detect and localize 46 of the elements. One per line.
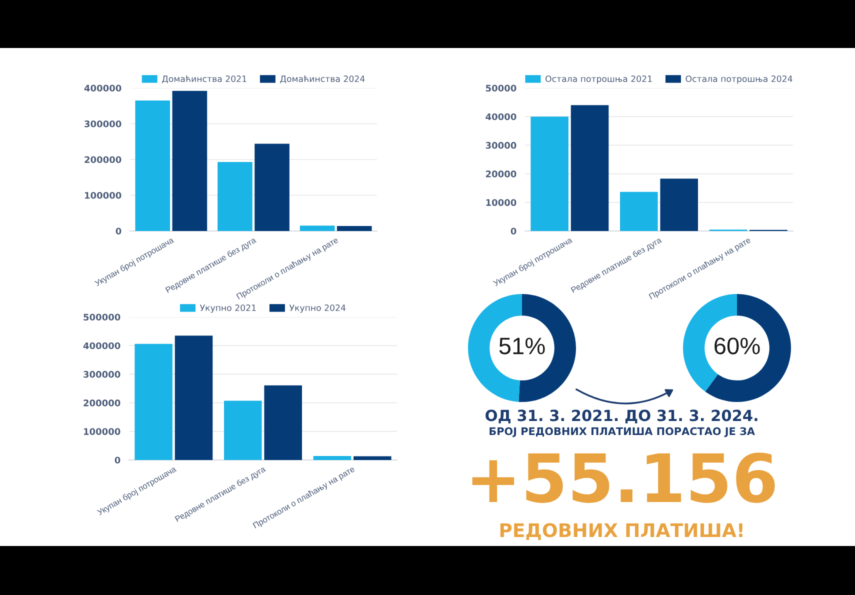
y-tick-label: 20000 [486, 170, 516, 178]
y-tick-label: 100000 [84, 428, 120, 435]
y-tick-label: 300000 [84, 120, 122, 128]
legend-label: Домаћинства 2021 [162, 75, 246, 84]
bar [254, 144, 290, 231]
bar [174, 336, 213, 460]
bar [224, 400, 262, 460]
data-label: 60% [714, 338, 760, 354]
bar [530, 116, 568, 231]
y-tick-label: 300000 [84, 370, 120, 378]
text: РЕДОВНИХ ПЛАТИША! [500, 523, 742, 540]
y-tick-label: 500000 [84, 314, 120, 321]
bar [135, 100, 170, 231]
legend-label: Укупно 2024 [289, 304, 346, 313]
bar [264, 385, 302, 460]
legend-label: Домаћинства 2024 [280, 75, 365, 84]
y-tick-label: 200000 [84, 400, 120, 406]
bar [313, 456, 352, 460]
legend-label: Укупно 2021 [200, 304, 256, 313]
data-label: 51% [499, 338, 545, 354]
y-tick-label: 400000 [83, 342, 120, 350]
bar [620, 192, 658, 231]
legend-label: Остала потрошња 2024 [686, 76, 792, 84]
y-tick-label: 400000 [84, 84, 122, 92]
text: +55.156 [472, 452, 775, 503]
bar [172, 90, 208, 231]
bar [300, 226, 335, 231]
text: БРОЈ РЕДОВНИХ ПЛАТИША ПОРАСТАО ЈЕ ЗА [490, 427, 755, 438]
y-tick-label: 40000 [486, 113, 516, 120]
y-tick-label: 30000 [486, 142, 516, 149]
bar [570, 105, 609, 231]
y-tick-label: 0 [116, 228, 122, 235]
y-tick-label: 10000 [486, 199, 516, 206]
bar [218, 162, 252, 231]
bar [336, 226, 372, 231]
text: ОД 31. 3. 2021. ДО 31. 3. 2024. [486, 410, 758, 424]
y-tick-label: 200000 [84, 156, 122, 164]
bar [660, 178, 698, 231]
y-tick-label: 0 [114, 456, 120, 464]
legend-label: Остала потрошња 2021 [546, 76, 652, 84]
bar [134, 344, 172, 460]
y-tick-label: 0 [510, 228, 516, 235]
donut-slice [705, 294, 791, 402]
y-tick-label: 100000 [84, 192, 122, 199]
bar [354, 456, 392, 460]
y-tick-label: 50000 [486, 84, 516, 92]
